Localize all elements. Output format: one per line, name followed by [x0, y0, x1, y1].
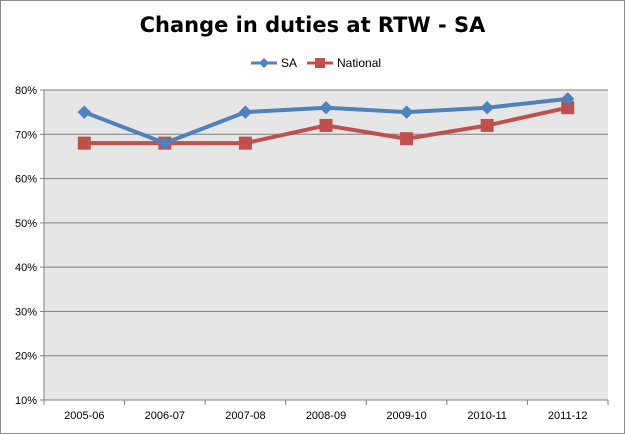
data-point-sa — [561, 92, 575, 106]
y-tick-label: 20% — [15, 351, 37, 363]
data-point-sa — [319, 101, 333, 115]
x-tick-label: 2008-09 — [306, 410, 346, 422]
legend-marker-sa — [259, 58, 269, 68]
legend-label-sa: SA — [281, 56, 297, 70]
y-tick-label: 40% — [15, 262, 37, 274]
data-point-national — [238, 136, 252, 150]
plot-area — [44, 90, 608, 400]
data-point-sa — [399, 105, 414, 119]
data-point-national — [480, 118, 494, 132]
x-tick-label: 2011-12 — [548, 410, 588, 422]
data-point-national — [77, 136, 91, 150]
x-tick-label: 2010-11 — [467, 410, 507, 422]
x-tick-label: 2009-10 — [386, 410, 426, 422]
y-tick-label: 50% — [15, 218, 37, 230]
data-point-sa — [238, 105, 253, 119]
y-tick-label: 80% — [15, 85, 37, 97]
data-point-national — [319, 118, 333, 132]
legend-marker-national — [315, 58, 325, 68]
x-tick-label: 2006-07 — [145, 410, 185, 422]
data-point-sa — [158, 136, 172, 150]
legend-label-national: National — [337, 56, 381, 70]
data-point-sa — [480, 101, 494, 115]
data-point-sa — [77, 105, 91, 119]
y-tick-label: 70% — [15, 129, 37, 141]
x-tick-label: 2005-06 — [64, 410, 104, 422]
data-point-national — [400, 132, 414, 146]
y-tick-label: 60% — [15, 174, 37, 186]
y-tick-label: 10% — [15, 395, 37, 407]
x-tick-label: 2007-08 — [225, 410, 265, 422]
chart-title: Change in duties at RTW - SA — [139, 13, 486, 37]
y-tick-label: 30% — [15, 306, 37, 318]
